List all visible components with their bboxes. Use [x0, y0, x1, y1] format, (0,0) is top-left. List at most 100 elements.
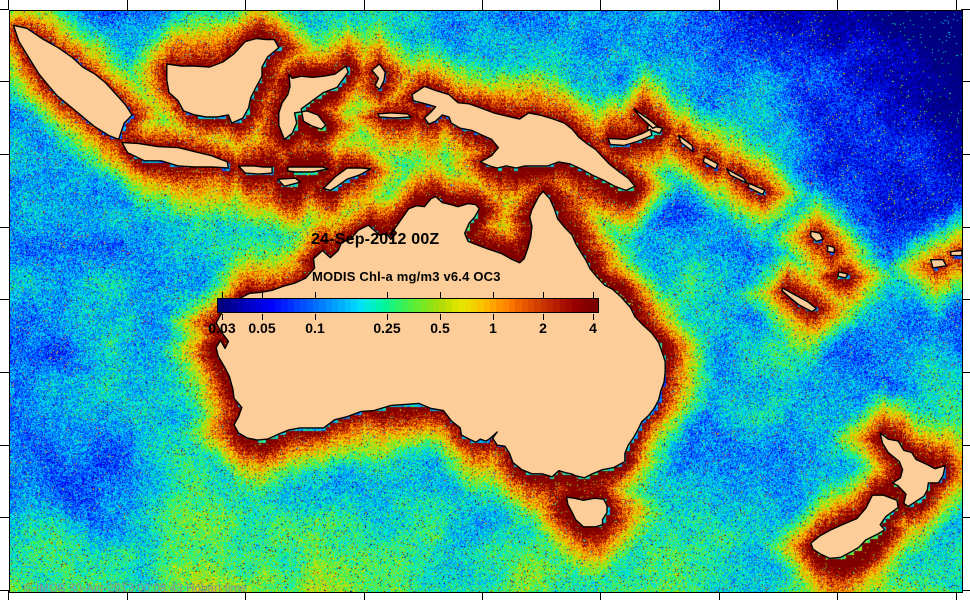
x-tick-bottom — [8, 591, 9, 600]
landmass-new-caledonia — [781, 287, 818, 313]
colorbar-tick-label: 0.03 — [208, 320, 236, 336]
colorbar-tick — [315, 292, 316, 298]
colorbar-tick-label: 0.25 — [373, 320, 401, 336]
colorbar-segment — [357, 299, 364, 312]
colorbar-segment — [578, 299, 586, 312]
y-tick-left — [0, 9, 9, 10]
colorbar-segment — [458, 299, 465, 312]
colorbar-segment — [521, 299, 529, 312]
y-tick-left — [0, 299, 9, 300]
landmass-fiji-vanua-levu — [950, 249, 962, 257]
map-subtitle-product: MODIS Chl-a mg/m3 v6.4 OC3 — [312, 269, 501, 284]
colorbar-segment — [439, 299, 446, 312]
landmass-sumba — [277, 177, 301, 188]
colorbar-segment — [528, 299, 535, 312]
colorbar-segment — [262, 299, 269, 312]
colorbar-segment — [388, 299, 396, 312]
y-tick-left — [0, 517, 9, 518]
x-tick-top — [364, 0, 365, 10]
landmass-vanuatu-tanna — [837, 271, 849, 279]
landmass-tasmania — [565, 496, 608, 528]
landmass-vanuatu-efate — [826, 244, 835, 254]
x-tick-top — [127, 0, 128, 10]
x-tick-bottom — [127, 591, 128, 600]
x-tick-top — [482, 0, 483, 10]
colorbar-segment — [350, 299, 358, 312]
landmass-lombok-sumbawa — [237, 165, 273, 175]
landmass-halmahera — [371, 63, 386, 91]
colorbar-segment — [502, 299, 510, 312]
landmass-australia-mainland — [215, 190, 666, 479]
y-tick-left — [0, 590, 9, 591]
x-tick-bottom — [719, 591, 720, 600]
colorbar-segment — [534, 299, 541, 312]
colorbar-segment — [540, 299, 548, 312]
x-tick-top — [8, 0, 9, 10]
x-tick-top — [600, 0, 601, 10]
colorbar-segment — [325, 299, 332, 312]
colorbar-segment — [547, 299, 554, 312]
colorbar-tick — [262, 314, 263, 320]
colorbar-tick — [387, 292, 388, 298]
colorbar-segment — [401, 299, 408, 312]
colorbar-segment — [224, 299, 231, 312]
y-tick-right — [961, 9, 970, 10]
colorbar-segment — [363, 299, 370, 312]
colorbar-segment — [490, 299, 497, 312]
y-tick-right — [961, 81, 970, 82]
colorbar-tick — [387, 314, 388, 320]
colorbar: 0.03 0.05 0.1 0.25 0.5 1 2 4 — [208, 292, 599, 336]
colorbar-segment — [369, 299, 377, 312]
y-tick-right — [961, 517, 970, 518]
colorbar-tick — [315, 314, 316, 320]
colorbar-segment — [445, 299, 453, 312]
colorbar-segment — [376, 299, 383, 312]
colorbar-segment — [509, 299, 516, 312]
y-tick-right — [961, 154, 970, 155]
y-tick-left — [0, 81, 9, 82]
landmass-vanuatu-espiritu-santo — [810, 230, 824, 243]
colorbar-segment — [452, 299, 459, 312]
colorbar-tick-label: 0.5 — [430, 320, 450, 336]
colorbar-segment — [274, 299, 282, 312]
colorbar-segment — [553, 299, 560, 312]
landmass-sumatra — [12, 24, 133, 141]
colorbar-segment — [515, 299, 522, 312]
landmass-borneo — [166, 37, 280, 124]
landmass-solomon-makira — [747, 182, 766, 196]
colorbar-segment — [471, 299, 478, 312]
colorbar-segment — [477, 299, 484, 312]
y-tick-left — [0, 154, 9, 155]
landmass-new-zealand-north-island — [879, 432, 946, 508]
colorbar-tick — [440, 292, 441, 298]
colorbar-segment — [426, 299, 434, 312]
colorbar-ticks-bottom — [217, 314, 599, 320]
colorbar-segment — [464, 299, 472, 312]
colorbar-segment — [230, 299, 237, 312]
colorbar-segment — [433, 299, 440, 312]
colorbar-tick — [222, 292, 223, 298]
colorbar-tick — [593, 314, 594, 320]
colorbar-segment — [585, 299, 592, 312]
x-tick-bottom — [482, 591, 483, 600]
colorbar-tick — [262, 292, 263, 298]
colorbar-segment — [287, 299, 294, 312]
colorbar-segment — [255, 299, 263, 312]
colorbar-segment — [420, 299, 427, 312]
colorbar-segment — [293, 299, 301, 312]
colorbar-tick — [493, 292, 494, 298]
colorbar-segment — [572, 299, 579, 312]
credit-text: © IMOS 30-Apr-2013 00:08:43 Hobart time — [24, 583, 247, 593]
landmass-new-britain — [607, 128, 653, 147]
colorbar-ticks-top — [217, 292, 599, 298]
x-tick-bottom — [837, 591, 838, 600]
landmass-new-guinea — [411, 85, 636, 192]
colorbar-segment — [306, 299, 313, 312]
colorbar-tick-labels: 0.03 0.05 0.1 0.25 0.5 1 2 4 — [177, 320, 639, 338]
colorbar-gradient — [217, 298, 599, 313]
x-tick-bottom — [364, 591, 365, 600]
x-tick-bottom — [600, 591, 601, 600]
colorbar-segment — [483, 299, 491, 312]
colorbar-segment — [319, 299, 326, 312]
